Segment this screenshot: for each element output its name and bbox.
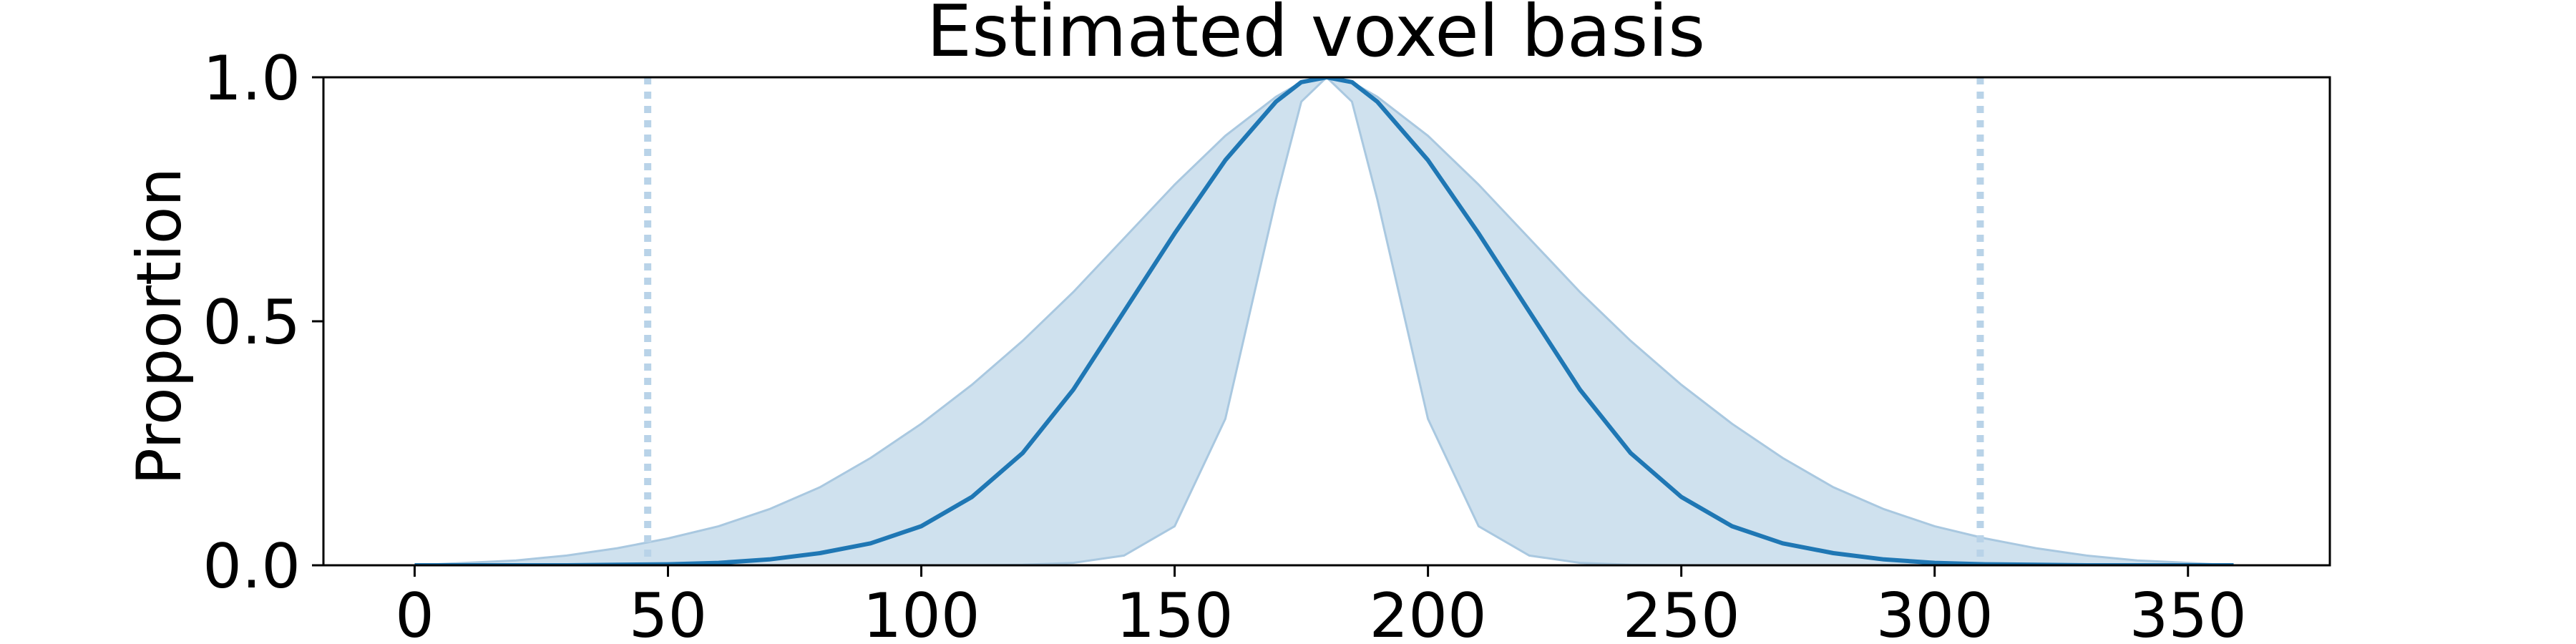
plot-area: [414, 77, 2234, 565]
axes: 0 50 100 150 200 250 300 350 0.0 0.5 1.0: [203, 43, 2331, 644]
x-tick-label-250: 250: [1623, 580, 1740, 644]
y-tick-label-1: 0.5: [203, 287, 301, 358]
basis-line: [414, 77, 2234, 565]
uncertainty-band: [414, 77, 2234, 565]
plot-content: [414, 77, 2234, 565]
y-tick-label-0: 0.0: [203, 531, 301, 602]
x-tick-label-300: 300: [1876, 580, 1994, 644]
x-tick-label-0: 0: [395, 580, 434, 644]
x-tick-label-100: 100: [862, 580, 980, 644]
y-tick-label-2: 1.0: [203, 43, 301, 114]
x-tick-label-200: 200: [1370, 580, 1487, 644]
chart-title: Estimated voxel basis: [927, 0, 1705, 73]
x-tick-label-350: 350: [2129, 580, 2247, 644]
x-tick-label-150: 150: [1116, 580, 1233, 644]
x-tick-label-50: 50: [629, 580, 707, 644]
y-axis-label: Proportion: [124, 167, 195, 485]
plot-frame: [322, 76, 2331, 567]
